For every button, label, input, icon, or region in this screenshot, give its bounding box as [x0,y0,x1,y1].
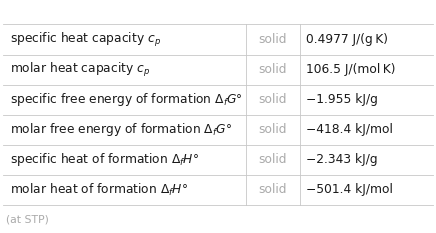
Text: −1.955 kJ/g: −1.955 kJ/g [306,93,378,106]
Text: solid: solid [259,33,287,46]
Text: specific free energy of formation $\Delta_f G°$: specific free energy of formation $\Delt… [10,91,243,108]
Text: solid: solid [259,93,287,106]
Text: 106.5 J/(mol K): 106.5 J/(mol K) [306,63,395,76]
Text: solid: solid [259,123,287,136]
Text: −501.4 kJ/mol: −501.4 kJ/mol [306,184,393,196]
Text: molar heat of formation $\Delta_f H°$: molar heat of formation $\Delta_f H°$ [10,182,188,198]
Text: molar free energy of formation $\Delta_f G°$: molar free energy of formation $\Delta_f… [10,121,232,138]
Text: 0.4977 J/(g K): 0.4977 J/(g K) [306,33,388,46]
Text: solid: solid [259,184,287,196]
Text: −418.4 kJ/mol: −418.4 kJ/mol [306,123,393,136]
Text: solid: solid [259,153,287,166]
Text: molar heat capacity $c_p$: molar heat capacity $c_p$ [10,61,150,79]
Text: specific heat capacity $c_p$: specific heat capacity $c_p$ [10,31,161,48]
Text: −2.343 kJ/g: −2.343 kJ/g [306,153,378,166]
Text: specific heat of formation $\Delta_f H°$: specific heat of formation $\Delta_f H°$ [10,151,199,168]
Text: solid: solid [259,63,287,76]
Text: (at STP): (at STP) [6,214,48,224]
